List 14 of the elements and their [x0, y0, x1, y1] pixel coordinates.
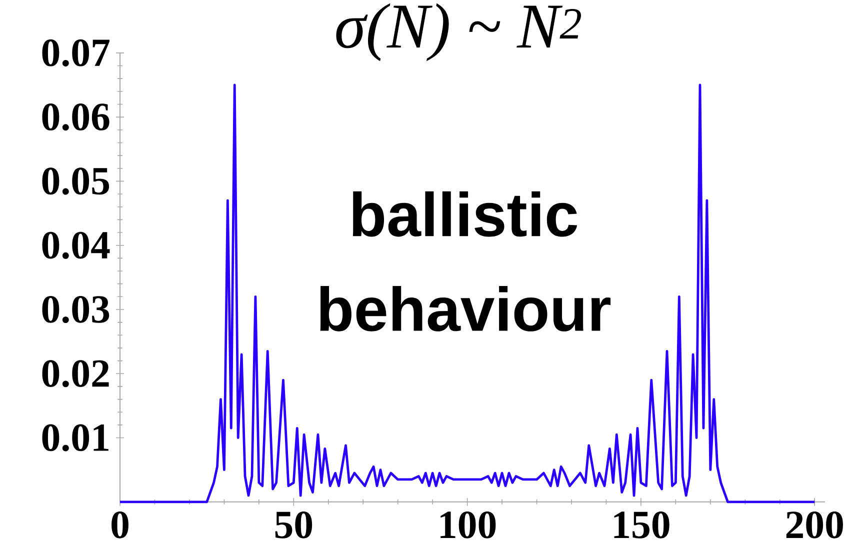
x-tick-label: 200 — [786, 511, 843, 538]
x-tick-label: 150 — [614, 511, 670, 538]
y-tick-label: 0.04 — [42, 232, 110, 259]
chart-title: σ(N) ~ N$^{2}$ — [336, 3, 581, 62]
y-tick-label: 0.01 — [42, 424, 108, 452]
x-tick-label: 50 — [275, 511, 312, 538]
y-tick-label: 0.02 — [42, 360, 109, 388]
annotation: ballistic behaviour — [320, 191, 611, 332]
y-tick-label: 0.05 — [42, 168, 110, 195]
y-tick-label: 0.06 — [42, 104, 110, 131]
y-tick-label: 0.07 — [42, 39, 110, 66]
y-tick-label: 0.03 — [42, 296, 110, 324]
x-tick-label: 100 — [440, 511, 496, 538]
x-tick-label: 0 — [112, 511, 128, 538]
